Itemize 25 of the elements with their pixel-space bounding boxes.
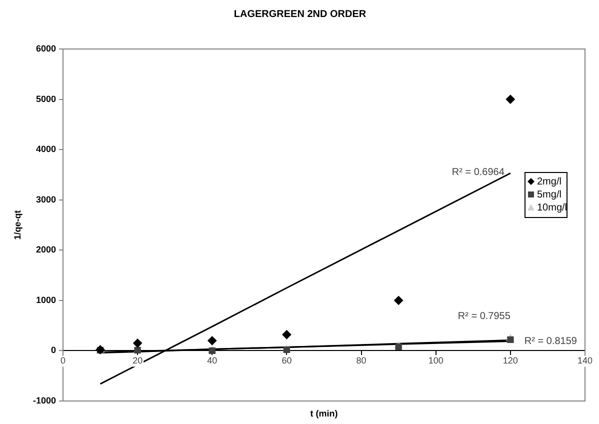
chart-title: LAGERGREEN 2ND ORDER [234, 8, 367, 20]
y-tick-label: 1000 [36, 294, 56, 305]
x-tick-label: 140 [577, 356, 593, 366]
x-tick-label: 40 [207, 356, 218, 366]
annotation: R² = 0.6964 [452, 166, 505, 178]
x-tick-label: 120 [502, 356, 518, 366]
x-tick-label: 60 [282, 356, 292, 366]
y-axis-title: 1/qe-qt [12, 210, 22, 240]
x-tick-label: 0 [60, 356, 66, 366]
x-axis-title: t (min) [310, 408, 338, 418]
x-tick-label: 80 [356, 356, 366, 366]
x-tick-label: 20 [132, 356, 143, 366]
y-tick-label: 4000 [36, 144, 56, 154]
legend-label: 10mg/l [537, 202, 568, 214]
y-tick-label: 5000 [36, 94, 56, 104]
y-tick-label: 2000 [36, 244, 56, 255]
annotation: R² = 0.8159 [524, 336, 578, 347]
annotation: R² = 0.7955 [458, 310, 511, 322]
y-tick-label: 3000 [36, 194, 56, 204]
y-tick-label: 0 [50, 345, 56, 356]
legend-label: 5mg/l [537, 189, 562, 200]
y-tick-label: 6000 [36, 43, 56, 54]
x-tick-label: 100 [428, 356, 444, 366]
legend-label: 2mg/l [537, 176, 562, 188]
y-tick-label: -1000 [32, 395, 56, 406]
